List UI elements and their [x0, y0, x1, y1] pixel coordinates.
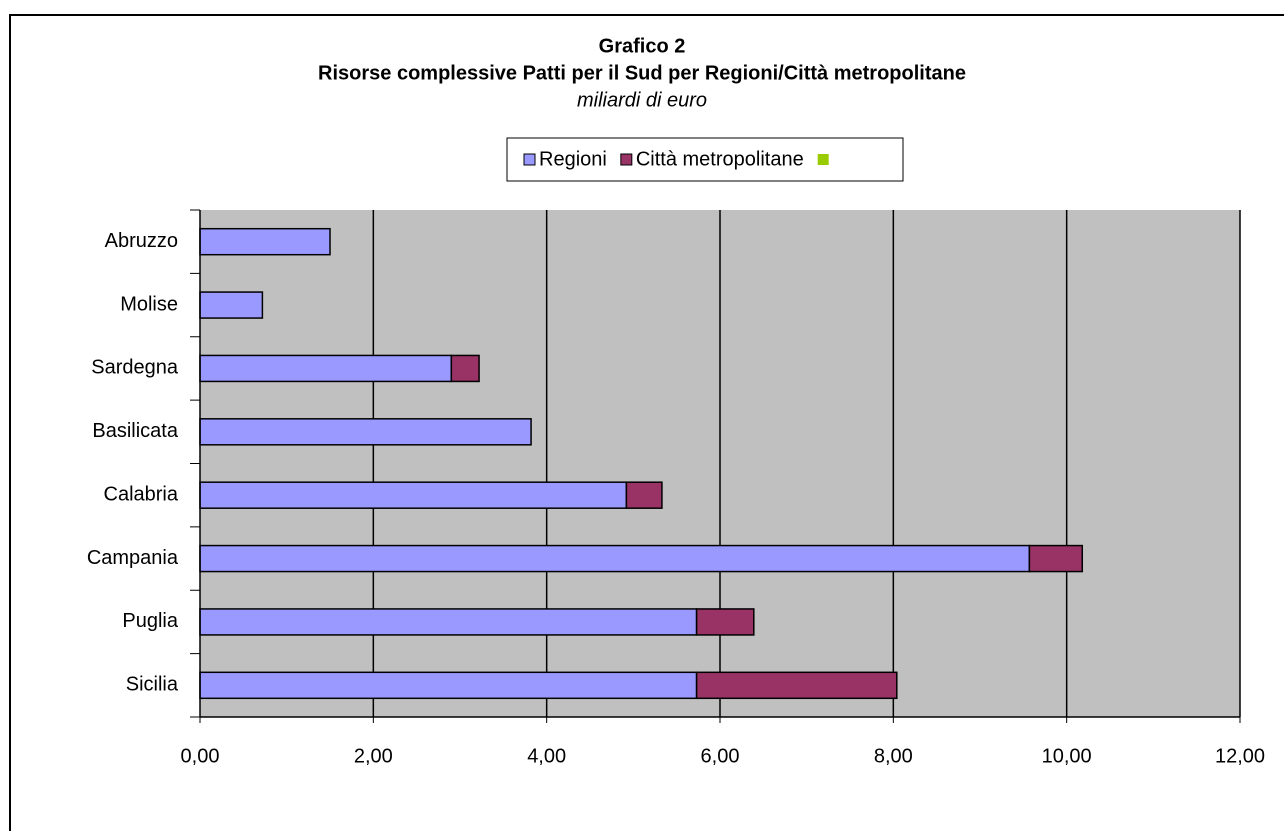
- x-tick-label: 12,00: [1215, 745, 1265, 767]
- chart-title: Grafico 2: [599, 35, 686, 57]
- x-tick-label: 8,00: [874, 745, 913, 767]
- legend-swatch: [620, 153, 633, 166]
- bar: [199, 608, 698, 636]
- legend-label: Città metropolitane: [636, 148, 804, 170]
- chart-subtitle: Risorse complessive Patti per il Sud per…: [318, 62, 966, 84]
- bar: [695, 671, 898, 700]
- y-tick-label: Calabria: [104, 483, 179, 505]
- legend-swatch: [523, 153, 536, 166]
- x-tick-label: 10,00: [1042, 745, 1092, 767]
- bar: [199, 544, 1031, 573]
- legend-box: [506, 137, 904, 182]
- units: miliardi di euro: [577, 89, 707, 111]
- bar: [625, 481, 663, 509]
- y-tick-label: Sardegna: [91, 357, 179, 379]
- x-tick-label: 4,00: [527, 745, 566, 767]
- bar: [199, 227, 331, 256]
- x-tick-label: 2,00: [354, 745, 393, 767]
- bar: [450, 354, 480, 383]
- bar: [199, 481, 628, 509]
- x-tick-label: 6,00: [701, 745, 740, 767]
- y-tick-label: Basilicata: [92, 420, 178, 442]
- y-tick-label: Campania: [87, 547, 179, 569]
- y-tick-label: Sicilia: [126, 674, 179, 696]
- legend-swatch: [817, 154, 829, 165]
- y-tick-label: Abruzzo: [105, 230, 178, 252]
- bar: [695, 608, 755, 636]
- bar: [199, 291, 264, 319]
- bar: [199, 418, 532, 446]
- y-tick-label: Molise: [120, 293, 178, 315]
- bar: [199, 354, 453, 383]
- x-tick-label: 0,00: [181, 745, 220, 767]
- y-tick-label: Puglia: [122, 610, 178, 632]
- bar: [199, 671, 698, 700]
- bar: [1028, 544, 1084, 573]
- legend-label: Regioni: [539, 148, 607, 170]
